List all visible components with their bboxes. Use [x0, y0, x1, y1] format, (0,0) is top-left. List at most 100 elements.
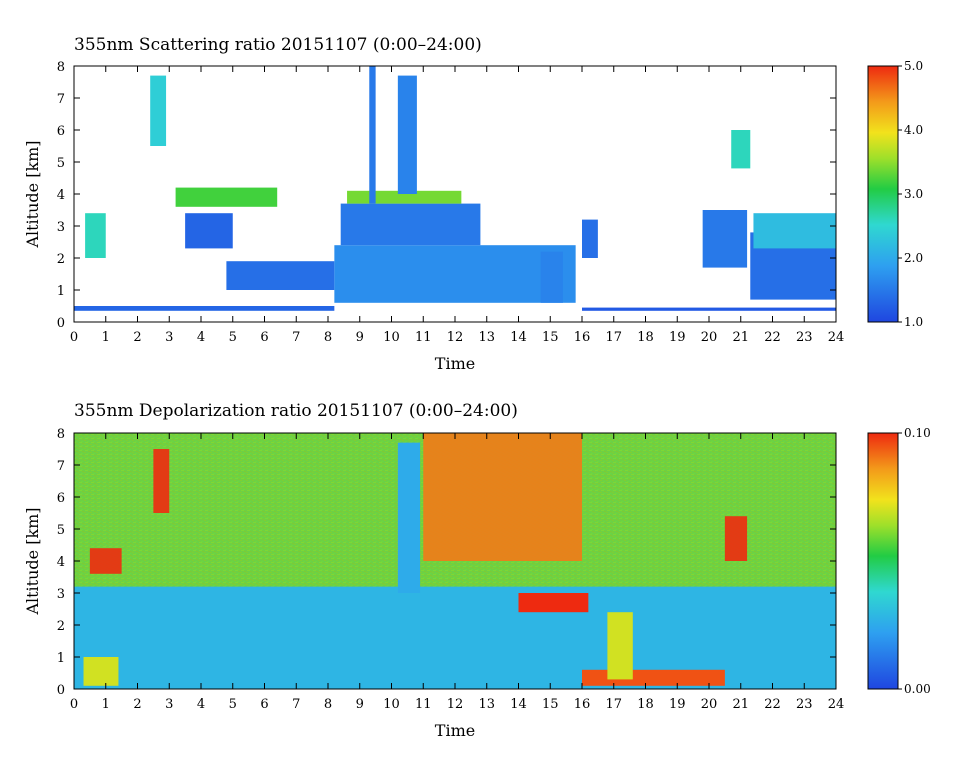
heatmap-cell: [753, 213, 836, 249]
x-axis: 0 1 2 3 4 5 6 7 8 9 10 11 12 13 14 15 16 17 18 19 20 21 22 23 24: [70, 433, 844, 712]
y-tick-label: 0: [57, 683, 65, 698]
heatmap-cell: [74, 306, 335, 311]
x-tick-label: 13: [478, 697, 495, 712]
x-tick-label: 20: [701, 697, 718, 712]
x-tick-label: 1: [102, 330, 110, 345]
x-tick-label: 23: [796, 697, 813, 712]
x-tick-label: 16: [574, 697, 591, 712]
y-tick-label: 2: [57, 619, 65, 634]
x-tick-label: 2: [133, 330, 141, 345]
colorbar-tick-label: 0.00: [904, 682, 931, 696]
x-tick-label: 11: [415, 330, 432, 345]
x-tick-label: 21: [732, 330, 749, 345]
x-tick-label: 5: [229, 330, 237, 345]
y-tick-label: 4: [57, 188, 65, 203]
x-tick-label: 23: [796, 330, 813, 345]
x-tick-label: 12: [447, 697, 464, 712]
heatmap-cell: [518, 593, 589, 613]
x-tick-label: 8: [324, 330, 332, 345]
heatmap-cell: [397, 442, 421, 593]
heatmap-cell: [153, 449, 170, 513]
x-tick-label: 6: [260, 697, 268, 712]
x-tick-label: 14: [510, 697, 527, 712]
heatmap-cell: [540, 251, 563, 303]
x-axis-label: Time: [435, 721, 475, 740]
x-tick-label: 0: [70, 330, 78, 345]
y-tick-label: 7: [57, 459, 65, 474]
x-tick-label: 10: [383, 697, 400, 712]
heatmap-cell: [334, 245, 576, 303]
y-tick-label: 3: [57, 220, 65, 235]
colorbar-tick-label: 4.0: [904, 123, 923, 137]
y-tick-label: 0: [57, 316, 65, 331]
x-tick-label: 14: [510, 330, 527, 345]
heatmap-cell: [185, 213, 233, 249]
heatmap-cell: [582, 669, 725, 686]
colorbar: [867, 65, 899, 323]
heatmap-cell: [340, 203, 481, 246]
x-tick-label: 20: [701, 330, 718, 345]
x-tick-label: 4: [197, 330, 205, 345]
heatmap-cell: [731, 130, 751, 169]
x-tick-label: 3: [165, 330, 173, 345]
y-tick-label: 1: [57, 651, 65, 666]
x-axis-label: Time: [435, 354, 475, 373]
x-tick-label: 12: [447, 330, 464, 345]
colorbar-ticks: 0.00 0.10: [898, 426, 931, 696]
x-tick-label: 15: [542, 697, 559, 712]
x-tick-label: 10: [383, 330, 400, 345]
y-axis: 0 1 2 3 4 5 6 7 8: [57, 60, 836, 331]
colorbar-tick-label: 1.0: [904, 315, 923, 329]
heatmap-cell: [582, 219, 598, 258]
x-tick-label: 5: [229, 697, 237, 712]
x-tick-label: 11: [415, 697, 432, 712]
x-tick-label: 18: [637, 697, 654, 712]
heatmap-cell: [369, 66, 376, 204]
x-tick-label: 19: [669, 697, 686, 712]
chart-title: 355nm Depolarization ratio 20151107 (0:0…: [74, 401, 518, 421]
y-tick-label: 1: [57, 284, 65, 299]
x-tick-label: 2: [133, 697, 141, 712]
heatmap-cell: [397, 75, 417, 194]
scattering-ratio-panel: 355nm Scattering ratio 20151107 (0:00–24…: [23, 35, 923, 373]
x-tick-label: 8: [324, 697, 332, 712]
heatmap-cell: [724, 516, 748, 561]
x-tick-label: 6: [260, 330, 268, 345]
x-tick-label: 18: [637, 330, 654, 345]
colorbar-ticks: 1.0 2.0 3.0 4.0 5.0: [898, 59, 923, 329]
y-tick-label: 2: [57, 252, 65, 267]
y-axis-label: Altitude [km]: [23, 507, 42, 615]
heatmap-cell: [85, 213, 106, 258]
heatmap-cell: [175, 187, 278, 207]
x-tick-label: 17: [605, 697, 622, 712]
heatmap-cell: [89, 548, 122, 574]
y-tick-label: 5: [57, 156, 65, 171]
colorbar-tick-label: 5.0: [904, 59, 923, 73]
heatmap-cell: [150, 75, 167, 146]
y-axis-label: Altitude [km]: [23, 140, 42, 248]
x-tick-label: 9: [356, 697, 364, 712]
x-tick-label: 4: [197, 697, 205, 712]
x-tick-label: 16: [574, 330, 591, 345]
y-tick-label: 6: [57, 124, 65, 139]
colorbar: [867, 432, 899, 690]
x-tick-label: 1: [102, 697, 110, 712]
colorbar-tick-label: 3.0: [904, 187, 923, 201]
chart-title: 355nm Scattering ratio 20151107 (0:00–24…: [74, 35, 482, 55]
x-axis: 0 1 2 3 4 5 6 7 8 9 10 11 12 13 14 15 16 17 18 19 20 21 22 23 24: [70, 66, 844, 345]
x-tick-label: 7: [292, 697, 300, 712]
heatmap-cell: [702, 210, 748, 268]
x-tick-label: 15: [542, 330, 559, 345]
depolarization-ratio-panel: 355nm Depolarization ratio 20151107 (0:0…: [23, 401, 931, 740]
heatmap-cell: [607, 612, 633, 680]
x-tick-label: 7: [292, 330, 300, 345]
x-tick-label: 22: [764, 697, 781, 712]
y-axis: 0 1 2 3 4 5 6 7 8: [57, 427, 836, 698]
x-tick-label: 9: [356, 330, 364, 345]
colorbar-tick-label: 2.0: [904, 251, 923, 265]
x-tick-label: 3: [165, 697, 173, 712]
y-tick-label: 4: [57, 555, 65, 570]
x-tick-label: 0: [70, 697, 78, 712]
x-tick-label: 24: [828, 697, 845, 712]
